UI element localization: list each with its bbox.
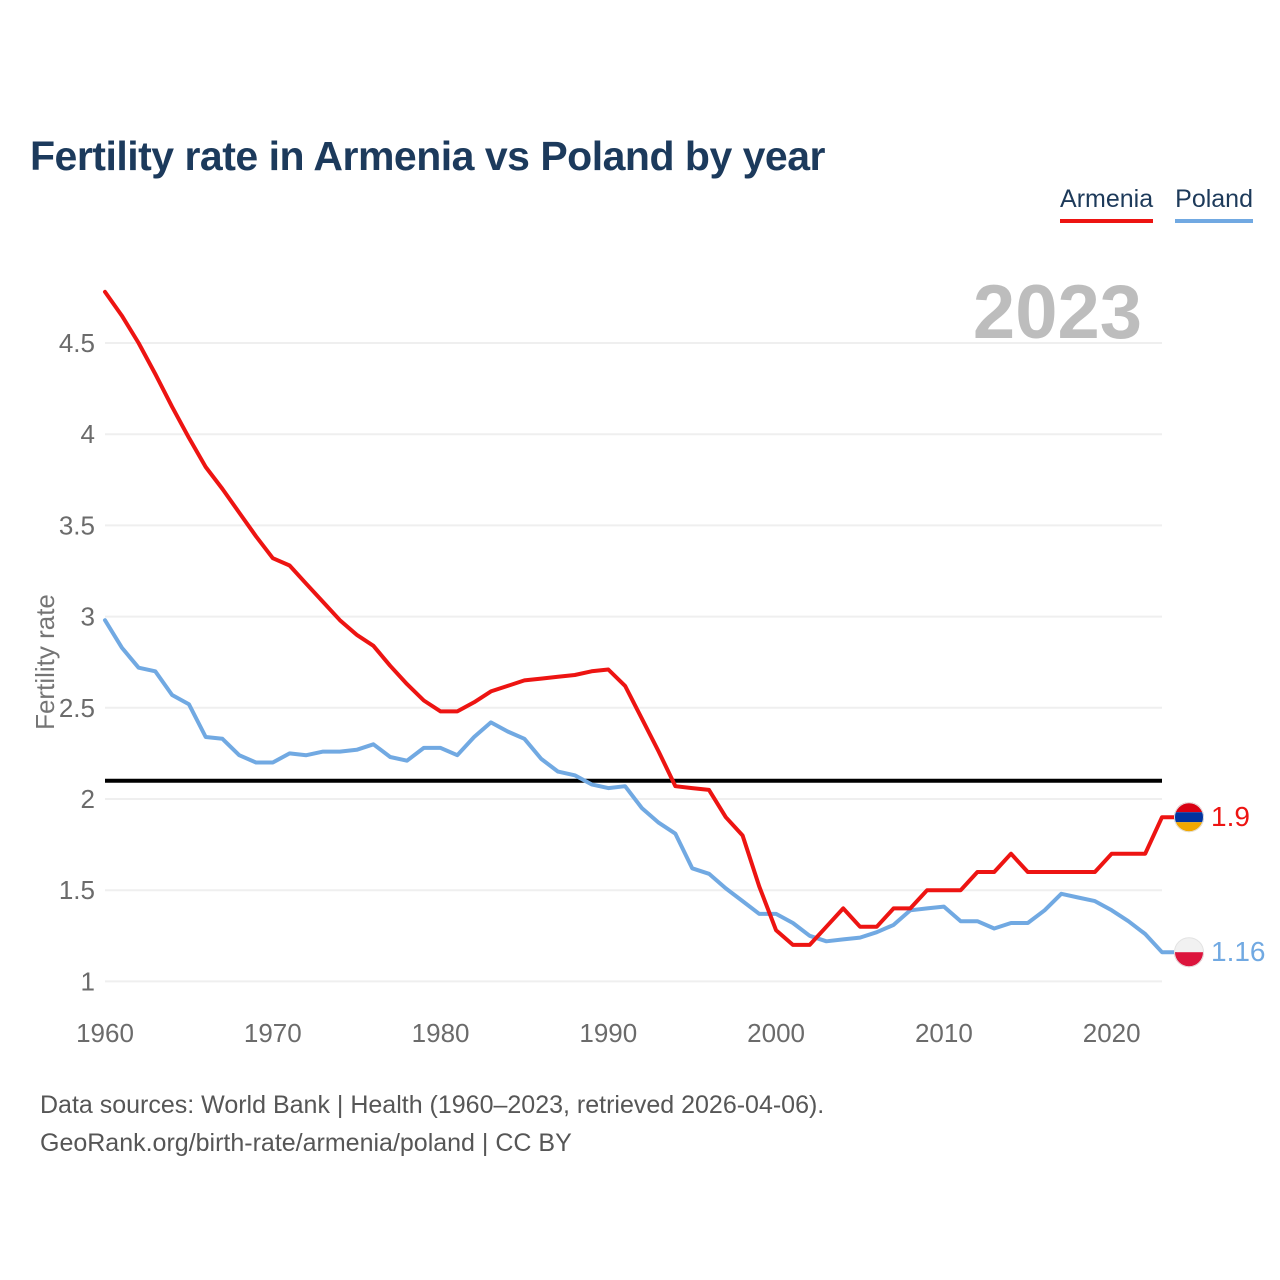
flag-stripe [1174,802,1204,813]
x-tick-label: 1990 [579,1018,637,1048]
x-tick-label: 2020 [1083,1018,1141,1048]
flag-stripe [1174,952,1204,968]
page-title: Fertility rate in Armenia vs Poland by y… [30,133,826,180]
watermark-year: 2023 [973,270,1142,355]
armenia-line [103,289,1177,947]
flag-stripe [1174,812,1204,823]
poland-line [103,618,1177,955]
flag-stripe [1174,822,1204,833]
flag-outline [1174,937,1204,968]
footer: Data sources: World Bank | Health (1960–… [40,1086,824,1162]
armenia-flag-icon [1174,802,1204,833]
y-axis-title: Fertility rate [30,594,60,730]
x-tick-label: 1970 [244,1018,302,1048]
x-tick-labels: 1960 1970 1980 1990 2000 2010 2020 [76,1018,1141,1048]
flag-outline [1174,802,1204,833]
y-tick-labels: 4.5 4 3.5 3 2.5 2 1.5 1 [59,328,95,996]
legend: Armenia Poland [1060,185,1253,223]
x-tick-label: 2010 [915,1018,973,1048]
y-tick-label: 2 [81,784,95,814]
poland-end-value: 1.16 [1211,936,1266,967]
footer-sources-line: Data sources: World Bank | Health (1960–… [40,1091,825,1119]
end-flags-and-values-layer: 1.9 1.16 [1174,801,1266,968]
y-tick-label: 3 [81,602,95,632]
x-tick-label: 2000 [747,1018,805,1048]
y-tick-label: 4 [81,419,95,449]
y-tick-label: 1 [81,966,95,996]
gridlines-layer [105,342,1162,983]
x-tick-label: 1960 [76,1018,134,1048]
armenia-end-value: 1.9 [1211,801,1250,832]
legend-item-poland[interactable]: Poland [1175,185,1253,223]
footer-attribution-line: GeoRank.org/birth-rate/armenia/poland | … [40,1129,572,1157]
x-tick-label: 1980 [412,1018,470,1048]
poland-flag-icon [1174,937,1204,968]
y-tick-label: 3.5 [59,510,95,540]
y-tick-label: 2.5 [59,693,95,723]
y-tick-label: 4.5 [59,328,95,358]
y-tick-label: 1.5 [59,875,95,905]
flag-stripe [1174,937,1204,953]
series-lines-layer [103,289,1177,955]
legend-item-armenia[interactable]: Armenia [1060,185,1154,223]
